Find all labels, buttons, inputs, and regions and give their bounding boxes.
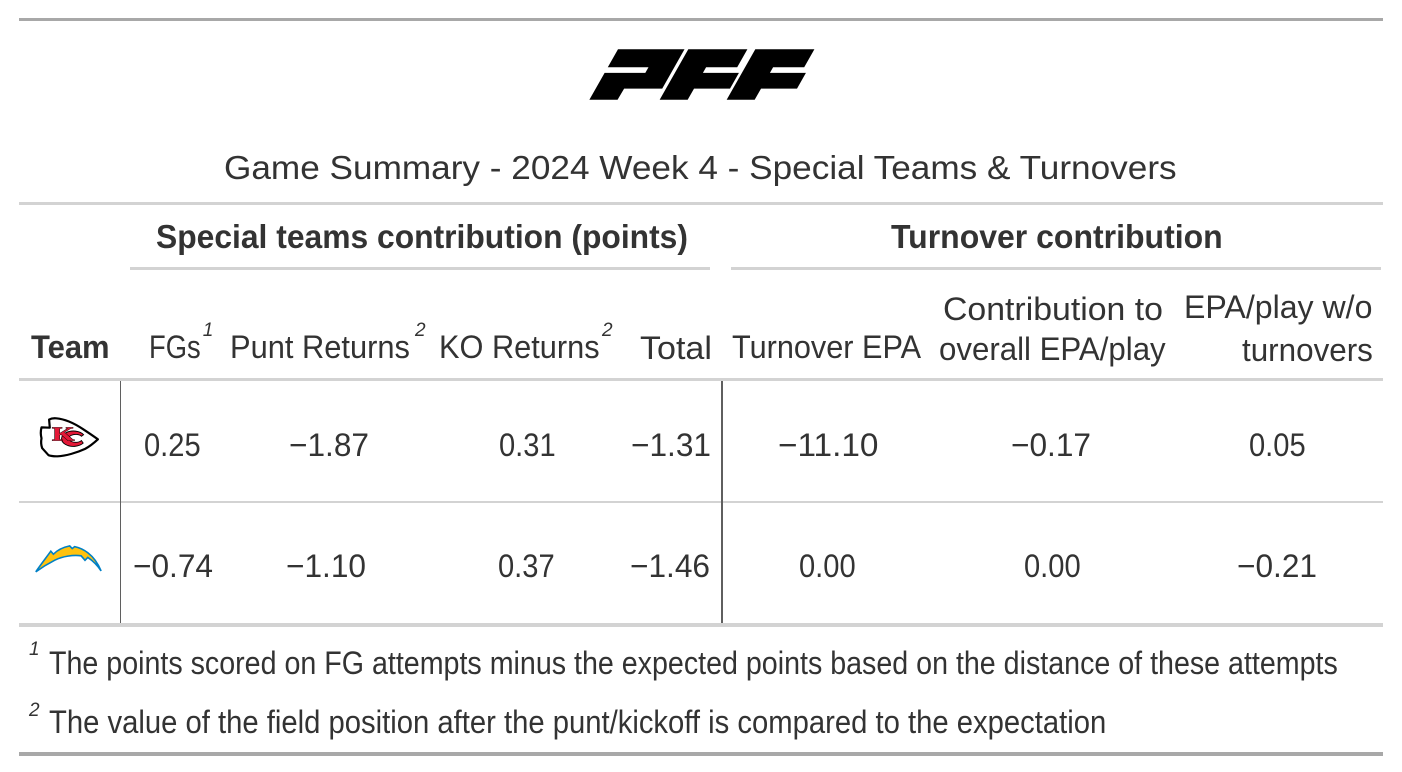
svg-text:K: K	[52, 423, 75, 445]
